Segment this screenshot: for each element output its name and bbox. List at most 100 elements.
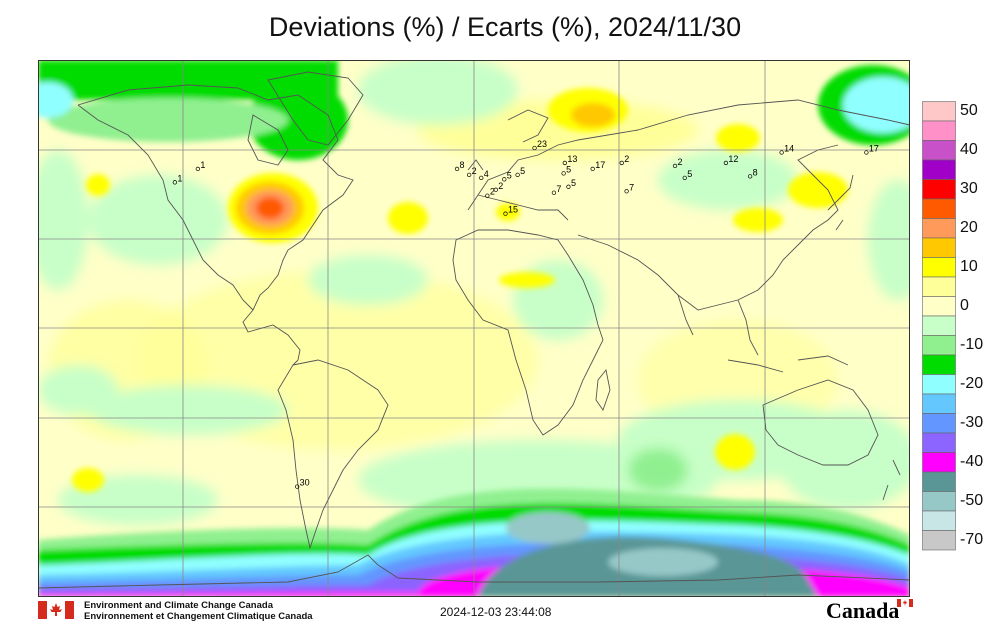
station-dot <box>515 172 520 178</box>
station-label: 4 <box>484 169 489 179</box>
station-label: 2 <box>472 166 477 176</box>
station-label: 14 <box>784 143 794 153</box>
station-label: 5 <box>571 178 576 188</box>
station-dot <box>562 160 567 166</box>
legend-swatch <box>922 530 956 551</box>
legend-swatch <box>922 374 956 395</box>
legend-swatch <box>922 452 956 473</box>
canada-flag-icon <box>38 601 74 619</box>
legend-swatch <box>922 218 956 239</box>
legend-swatch <box>922 393 956 414</box>
legend-swatch <box>922 257 956 278</box>
station-label: 2 <box>678 157 683 167</box>
legend-swatch <box>922 140 956 161</box>
map-border <box>38 60 910 597</box>
station-dot <box>172 180 178 185</box>
legend-swatch <box>922 276 956 297</box>
legend-label: 20 <box>960 218 978 236</box>
station-dot <box>723 160 729 166</box>
station-dot <box>779 150 784 155</box>
station-dot <box>672 163 678 169</box>
legend-swatch <box>922 354 956 375</box>
map-title: Deviations (%) / Ecarts (%), 2024/11/30 <box>268 12 742 42</box>
legend-swatch <box>922 179 956 200</box>
legend-label: -20 <box>960 374 984 392</box>
legend-swatch <box>922 335 956 356</box>
station-dot <box>195 166 201 172</box>
station-label: 5 <box>687 169 692 179</box>
station-label: 5 <box>507 170 512 180</box>
anomaly-field <box>38 60 910 525</box>
station-label: 5 <box>520 166 525 176</box>
station-label: 8 <box>753 167 758 177</box>
station-label: 12 <box>728 154 738 164</box>
station-dot <box>485 193 490 198</box>
legend-label: -10 <box>960 335 984 353</box>
legend-swatch <box>922 120 956 141</box>
legend-label: -50 <box>960 491 984 509</box>
station-label: 30 <box>300 478 310 488</box>
legend-swatch <box>922 413 956 434</box>
station-dot <box>864 150 869 155</box>
station-label: 8 <box>460 160 465 170</box>
station-dot <box>502 177 507 182</box>
station-label: 2 <box>624 154 629 164</box>
station-dot <box>479 175 484 180</box>
canada-wordmark: Canada <box>826 598 900 623</box>
station-label: 23 <box>537 139 547 149</box>
legend-label: -30 <box>960 413 984 431</box>
station-dot <box>619 160 624 166</box>
legend-label: 30 <box>960 179 978 197</box>
legend-swatch <box>922 101 956 122</box>
coastlines <box>38 71 910 589</box>
station-label: 1 <box>200 160 205 170</box>
legend-label: 10 <box>960 257 978 275</box>
station-label: 17 <box>595 160 605 170</box>
legend-swatch <box>922 510 956 531</box>
org-name-fr: Environnement et Changement Climatique C… <box>84 611 313 622</box>
legend-swatch <box>922 159 956 180</box>
legend-swatch <box>922 315 956 336</box>
legend-label: -40 <box>960 452 984 470</box>
station-label: 15 <box>508 205 518 215</box>
organization-name: Environment and Climate Change Canada En… <box>84 600 313 622</box>
station-label: 2 <box>498 181 503 191</box>
station-label: 2 <box>490 187 495 197</box>
legend-swatch <box>922 237 956 258</box>
station-label: 17 <box>869 143 879 153</box>
wordmark-flag-icon <box>897 599 913 607</box>
color-legend <box>922 101 956 551</box>
generated-timestamp: 2024-12-03 23:44:08 <box>440 605 552 619</box>
legend-swatch <box>922 491 956 512</box>
station-dot <box>747 174 753 179</box>
station-label: 13 <box>567 154 577 164</box>
station-dot <box>295 484 300 489</box>
station-dot <box>682 175 687 180</box>
station-dot <box>532 145 537 151</box>
legend-swatch <box>922 432 956 453</box>
anomaly-cores <box>38 60 910 492</box>
legend-swatch <box>922 296 956 317</box>
station-label: 7 <box>556 184 561 194</box>
station-dot <box>566 184 571 189</box>
station-label: 5 <box>566 164 571 174</box>
legend-label: 0 <box>960 296 969 314</box>
station-dot <box>454 166 460 172</box>
station-dot <box>503 211 508 216</box>
station-dot <box>624 189 629 194</box>
legend-label: 40 <box>960 140 978 158</box>
station-label: 1 <box>177 173 182 183</box>
org-name-en: Environment and Climate Change Canada <box>84 600 273 611</box>
station-dot <box>551 190 557 195</box>
station-dot <box>590 166 595 172</box>
station-label: 7 <box>629 182 634 192</box>
legend-swatch <box>922 471 956 492</box>
legend-label: -70 <box>960 530 984 548</box>
station-dot <box>467 172 472 178</box>
station-dot <box>561 171 566 176</box>
station-dot <box>493 187 498 192</box>
legend-label: 50 <box>960 101 978 119</box>
legend-swatch <box>922 198 956 219</box>
